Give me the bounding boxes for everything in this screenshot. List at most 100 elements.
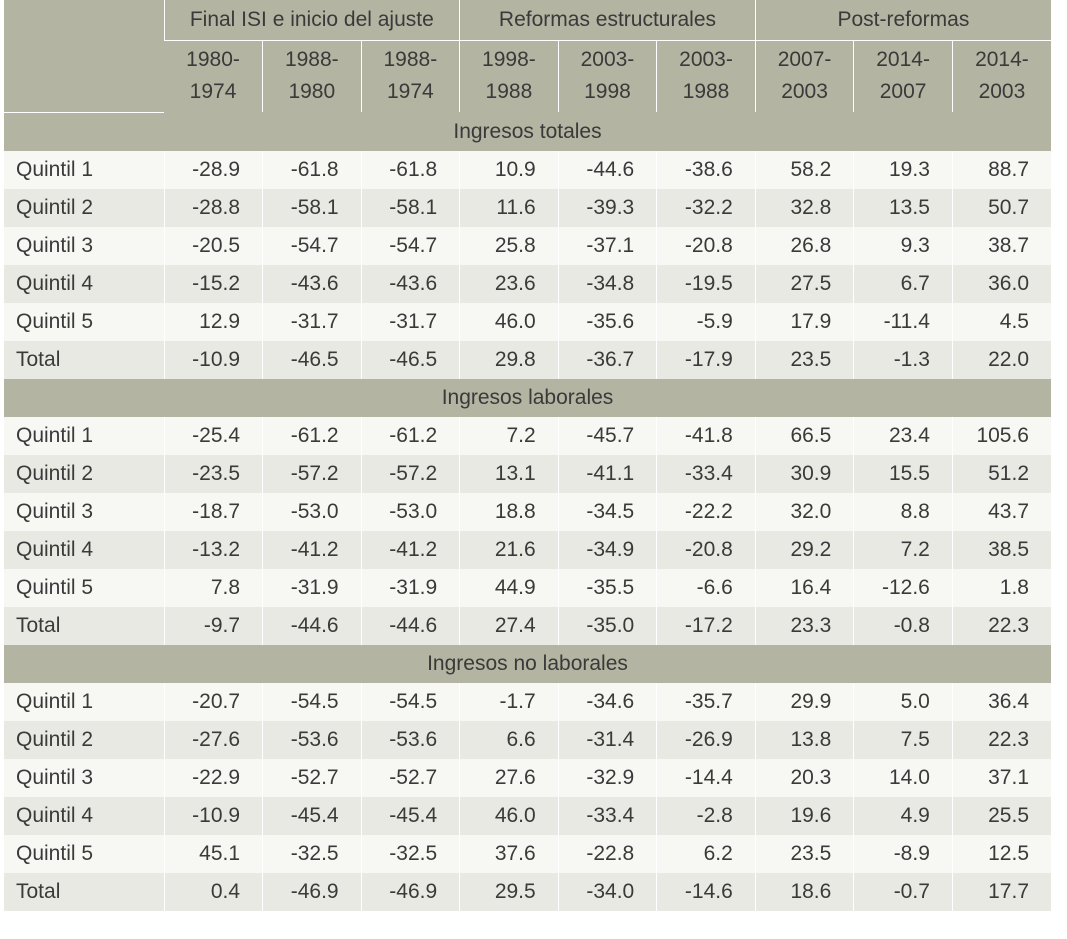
value-cell: -20.8 — [656, 530, 756, 569]
period-label: 1998-1988 — [482, 48, 536, 104]
value-cell: 16.4 — [754, 568, 854, 607]
value-cell: -35.0 — [557, 606, 657, 645]
value-cell: 37.1 — [951, 758, 1051, 797]
period-label: 2003-1998 — [580, 48, 635, 104]
value-cell: -35.5 — [557, 568, 657, 607]
value-cell: 18.8 — [459, 492, 559, 531]
value-cell: -61.8 — [262, 150, 362, 189]
value-cell: 17.9 — [754, 302, 854, 341]
data-row: Quintil 3 -20.5 -54.7 -54.7 25.8 -37.1 -20.8 26… — [4, 226, 1051, 265]
value-cell: 12.5 — [951, 834, 1051, 873]
value-cell: 22.3 — [951, 720, 1051, 759]
value-cell: -57.2 — [360, 454, 460, 493]
value-cell: -31.9 — [360, 568, 460, 607]
value-cell: -22.9 — [163, 758, 263, 797]
row-label: Quintil 1 — [4, 682, 164, 721]
row-label: Total — [4, 606, 164, 645]
row-label: Quintil 1 — [4, 150, 164, 189]
row-label: Quintil 3 — [4, 226, 164, 265]
value-cell: -46.9 — [262, 872, 362, 911]
value-cell: 27.4 — [459, 606, 559, 645]
row-label: Total — [4, 340, 164, 379]
value-cell: -44.6 — [262, 606, 362, 645]
value-cell: 13.8 — [754, 720, 854, 759]
period-header: 2014-2003 — [951, 40, 1051, 112]
value-cell: 27.5 — [754, 264, 854, 303]
value-cell: -19.5 — [656, 264, 756, 303]
value-cell: -44.6 — [557, 150, 657, 189]
value-cell: -32.5 — [360, 834, 460, 873]
data-row: Quintil 2 -28.8 -58.1 -58.1 11.6 -39.3 -32.2 32… — [4, 188, 1051, 227]
value-cell: -35.7 — [656, 682, 756, 721]
value-cell: -53.0 — [262, 492, 362, 531]
section-row: Ingresos no laborales — [4, 644, 1051, 683]
value-cell: -22.8 — [557, 834, 657, 873]
data-row: Quintil 1 -20.7 -54.5 -54.5 -1.7 -34.6 -35.7 29… — [4, 682, 1051, 721]
value-cell: 58.2 — [754, 150, 854, 189]
value-cell: -43.6 — [360, 264, 460, 303]
value-cell: -17.2 — [656, 606, 756, 645]
value-cell: 13.1 — [459, 454, 559, 493]
value-cell: 19.3 — [853, 150, 953, 189]
value-cell: 23.4 — [853, 416, 953, 455]
value-cell: -46.5 — [360, 340, 460, 379]
value-cell: 7.2 — [459, 416, 559, 455]
table-body: Ingresos totales Quintil 1 -28.9 -61.8 -61.8… — [4, 112, 1051, 911]
group-header: Reformas estructurales — [459, 0, 756, 41]
row-label: Quintil 4 — [4, 530, 164, 569]
value-cell: -54.5 — [360, 682, 460, 721]
section-row: Ingresos totales — [4, 112, 1051, 151]
value-cell: 45.1 — [163, 834, 263, 873]
value-cell: 11.6 — [459, 188, 559, 227]
value-cell: -14.6 — [656, 872, 756, 911]
value-cell: -28.9 — [163, 150, 263, 189]
period-header: 2003-1988 — [656, 40, 756, 112]
period-label: 2014-2003 — [975, 48, 1029, 104]
value-cell: -41.2 — [262, 530, 362, 569]
row-label: Quintil 3 — [4, 492, 164, 531]
value-cell: 88.7 — [951, 150, 1051, 189]
data-row: Quintil 4 -13.2 -41.2 -41.2 21.6 -34.9 -20.8 29… — [4, 530, 1051, 569]
period-header: 1998-1988 — [459, 40, 559, 112]
value-cell: 105.6 — [951, 416, 1051, 455]
value-cell: -43.6 — [262, 264, 362, 303]
value-cell: 22.0 — [951, 340, 1051, 379]
data-row: Total -9.7 -44.6 -44.6 27.4 -35.0 -17.2 23.3 -0.… — [4, 606, 1051, 645]
period-label: 2014-2007 — [876, 48, 930, 104]
data-row: Quintil 4 -10.9 -45.4 -45.4 46.0 -33.4 -2.8 19.… — [4, 796, 1051, 835]
value-cell: -32.5 — [262, 834, 362, 873]
section-title: Ingresos laborales — [4, 378, 1051, 417]
value-cell: -28.8 — [163, 188, 263, 227]
value-cell: -54.5 — [262, 682, 362, 721]
value-cell: -45.7 — [557, 416, 657, 455]
data-row: Quintil 2 -23.5 -57.2 -57.2 13.1 -41.1 -33.4 30… — [4, 454, 1051, 493]
value-cell: 29.2 — [754, 530, 854, 569]
value-cell: -41.1 — [557, 454, 657, 493]
value-cell: -41.2 — [360, 530, 460, 569]
value-cell: -41.8 — [656, 416, 756, 455]
row-label: Quintil 5 — [4, 568, 164, 607]
value-cell: 29.8 — [459, 340, 559, 379]
value-cell: -8.9 — [853, 834, 953, 873]
value-cell: 6.6 — [459, 720, 559, 759]
value-cell: -34.6 — [557, 682, 657, 721]
value-cell: -54.7 — [262, 226, 362, 265]
value-cell: -1.3 — [853, 340, 953, 379]
value-cell: 26.8 — [754, 226, 854, 265]
period-label: 1988-1974 — [383, 48, 438, 104]
value-cell: 38.5 — [951, 530, 1051, 569]
value-cell: 12.9 — [163, 302, 263, 341]
value-cell: -0.8 — [853, 606, 953, 645]
value-cell: -34.8 — [557, 264, 657, 303]
data-row: Quintil 4 -15.2 -43.6 -43.6 23.6 -34.8 -19.5 27… — [4, 264, 1051, 303]
value-cell: 38.7 — [951, 226, 1051, 265]
value-cell: 46.0 — [459, 796, 559, 835]
value-cell: 4.5 — [951, 302, 1051, 341]
value-cell: 37.6 — [459, 834, 559, 873]
value-cell: 36.4 — [951, 682, 1051, 721]
value-cell: -10.9 — [163, 796, 263, 835]
value-cell: -52.7 — [360, 758, 460, 797]
value-cell: 51.2 — [951, 454, 1051, 493]
data-row: Quintil 3 -22.9 -52.7 -52.7 27.6 -32.9 -14.4 20… — [4, 758, 1051, 797]
data-row: Quintil 1 -25.4 -61.2 -61.2 7.2 -45.7 -41.8 66.… — [4, 416, 1051, 455]
